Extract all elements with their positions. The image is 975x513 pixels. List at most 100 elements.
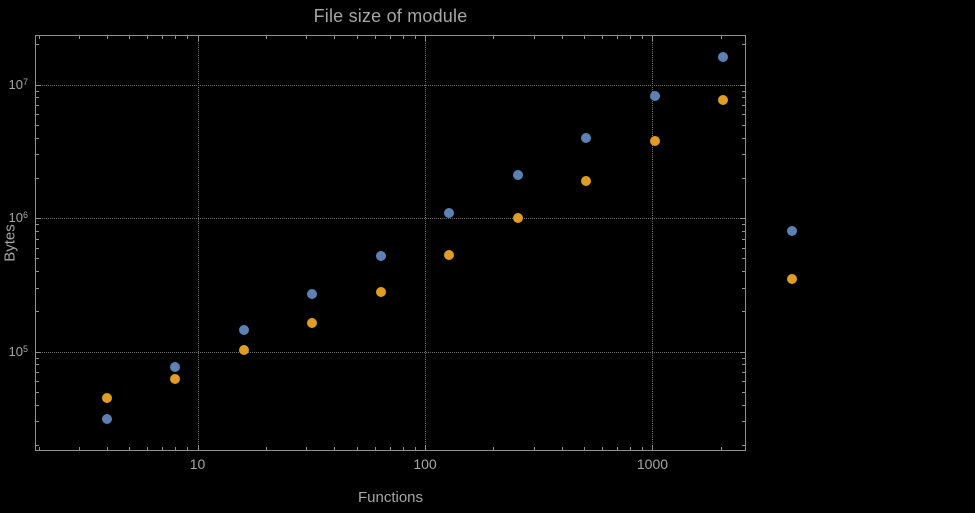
tick-mark bbox=[652, 445, 654, 450]
data-point-orange bbox=[101, 392, 112, 403]
tick-mark bbox=[162, 447, 164, 450]
tick-mark bbox=[742, 124, 745, 126]
tick-mark bbox=[742, 404, 745, 406]
tick-mark bbox=[334, 36, 336, 39]
data-point-orange bbox=[375, 286, 386, 297]
tick-mark bbox=[334, 447, 336, 450]
data-point-blue bbox=[444, 207, 455, 218]
data-point-orange bbox=[307, 317, 318, 328]
tick-mark bbox=[561, 36, 563, 39]
tick-mark bbox=[36, 421, 39, 423]
tick-mark bbox=[742, 271, 745, 273]
tick-mark bbox=[356, 36, 358, 39]
tick-mark bbox=[36, 114, 39, 116]
tick-mark bbox=[742, 444, 745, 446]
gridline-x bbox=[652, 35, 654, 450]
y-tick-exponent: 5 bbox=[22, 343, 28, 354]
tick-mark bbox=[36, 372, 39, 374]
tick-mark bbox=[36, 287, 39, 289]
tick-mark bbox=[414, 36, 416, 39]
tick-mark bbox=[742, 372, 745, 374]
data-point-blue bbox=[649, 91, 660, 102]
tick-mark bbox=[374, 36, 376, 39]
tick-mark bbox=[602, 447, 603, 450]
tick-mark bbox=[533, 447, 535, 450]
tick-mark bbox=[742, 381, 745, 383]
tick-mark bbox=[36, 177, 39, 179]
tick-mark bbox=[197, 36, 199, 41]
tick-mark bbox=[36, 391, 39, 393]
gridline-y bbox=[35, 218, 745, 220]
data-point-orange bbox=[786, 273, 797, 284]
tick-mark bbox=[36, 364, 39, 366]
tick-mark bbox=[147, 447, 149, 450]
tick-mark bbox=[36, 84, 41, 86]
tick-mark bbox=[584, 36, 585, 39]
y-tick-exponent: 6 bbox=[22, 210, 28, 221]
tick-mark bbox=[36, 218, 41, 220]
tick-mark bbox=[742, 114, 745, 116]
data-point-blue bbox=[307, 288, 318, 299]
tick-mark bbox=[78, 447, 80, 450]
tick-mark bbox=[38, 447, 40, 450]
tick-mark bbox=[425, 36, 426, 41]
tick-mark bbox=[306, 447, 308, 450]
tick-mark bbox=[617, 36, 619, 39]
x-tick-label: 100 bbox=[413, 456, 437, 472]
data-point-orange bbox=[581, 175, 592, 186]
tick-mark bbox=[493, 36, 495, 39]
tick-mark bbox=[617, 447, 619, 450]
tick-mark bbox=[36, 90, 39, 92]
tick-mark bbox=[742, 247, 745, 249]
gridline-x bbox=[197, 35, 199, 450]
tick-mark bbox=[36, 404, 39, 406]
tick-mark bbox=[147, 36, 149, 39]
tick-mark bbox=[265, 447, 267, 450]
tick-mark bbox=[533, 36, 535, 39]
tick-mark bbox=[106, 447, 108, 450]
y-tick-exponent: 7 bbox=[22, 76, 28, 87]
data-point-blue bbox=[512, 170, 523, 181]
plot-frame bbox=[35, 35, 746, 451]
tick-mark bbox=[36, 124, 39, 126]
tick-mark bbox=[389, 36, 391, 39]
data-point-blue bbox=[718, 52, 729, 63]
data-point-blue bbox=[101, 414, 112, 425]
x-axis-title: Functions bbox=[357, 489, 424, 506]
tick-mark bbox=[742, 44, 745, 46]
tick-mark bbox=[36, 271, 39, 273]
tick-mark bbox=[602, 36, 603, 39]
data-point-orange bbox=[444, 249, 455, 260]
gridline-y bbox=[35, 84, 745, 86]
tick-mark bbox=[36, 230, 39, 232]
chart-title: File size of module bbox=[313, 6, 468, 26]
tick-mark bbox=[742, 258, 745, 260]
data-point-orange bbox=[718, 95, 729, 106]
tick-mark bbox=[265, 36, 267, 39]
tick-mark bbox=[36, 357, 39, 359]
tick-mark bbox=[162, 36, 164, 39]
tick-mark bbox=[36, 381, 39, 383]
tick-mark bbox=[187, 447, 189, 450]
tick-mark bbox=[374, 447, 376, 450]
tick-mark bbox=[36, 311, 39, 313]
tick-mark bbox=[402, 36, 404, 39]
tick-mark bbox=[742, 105, 745, 107]
gridline-y bbox=[35, 351, 745, 353]
tick-mark bbox=[642, 447, 644, 450]
tick-mark bbox=[36, 238, 39, 240]
tick-mark bbox=[742, 421, 745, 423]
data-point-blue bbox=[375, 250, 386, 261]
tick-mark bbox=[36, 44, 39, 46]
tick-mark bbox=[561, 447, 563, 450]
tick-mark bbox=[742, 238, 745, 240]
tick-mark bbox=[106, 36, 108, 39]
data-point-orange bbox=[238, 344, 249, 355]
data-point-blue bbox=[170, 362, 181, 373]
tick-mark bbox=[630, 36, 632, 39]
tick-mark bbox=[36, 224, 39, 226]
tick-mark bbox=[36, 97, 39, 99]
tick-mark bbox=[720, 447, 722, 450]
data-point-blue bbox=[786, 225, 797, 236]
